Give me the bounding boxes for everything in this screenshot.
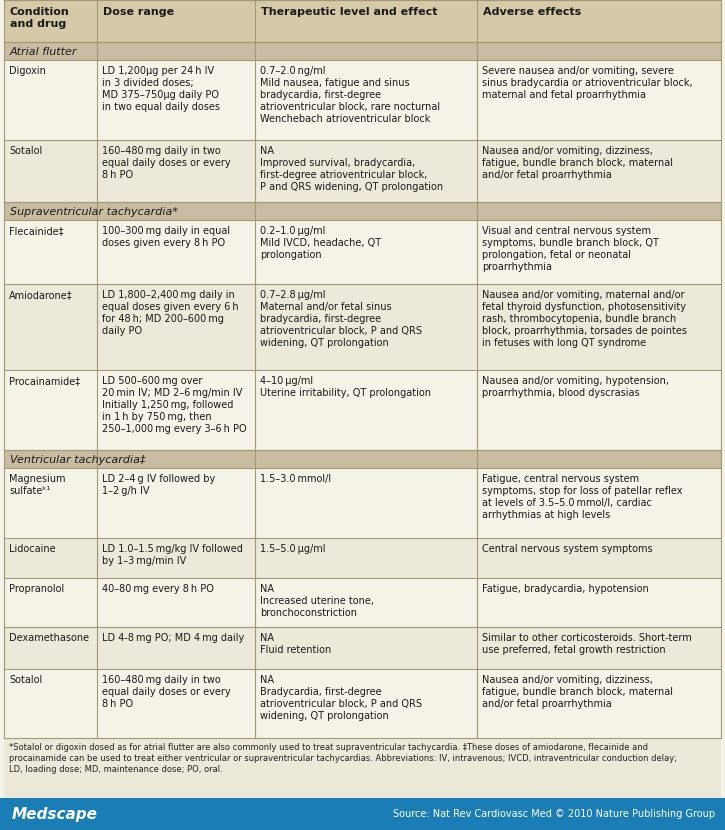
Text: Therapeutic level and effect: Therapeutic level and effect xyxy=(261,7,437,17)
Text: Digoxin: Digoxin xyxy=(9,66,46,76)
Text: LD 1,800–2,400 mg daily in
equal doses given every 6 h
for 48 h; MD 200–600 mg
d: LD 1,800–2,400 mg daily in equal doses g… xyxy=(102,290,239,336)
Text: Adverse effects: Adverse effects xyxy=(484,7,581,17)
Text: Fatigue, central nervous system
symptoms, stop for loss of patellar reflex
at le: Fatigue, central nervous system symptoms… xyxy=(482,474,683,520)
Text: LD 1.0–1.5 mg/kg IV followed
by 1–3 mg/min IV: LD 1.0–1.5 mg/kg IV followed by 1–3 mg/m… xyxy=(102,544,243,565)
Text: LD 4-8 mg PO; MD 4 mg daily: LD 4-8 mg PO; MD 4 mg daily xyxy=(102,632,244,643)
Text: 1.5–3.0 mmol/l: 1.5–3.0 mmol/l xyxy=(260,474,331,485)
Text: Central nervous system symptoms: Central nervous system symptoms xyxy=(482,544,652,554)
Text: 160–480 mg daily in two
equal daily doses or every
8 h PO: 160–480 mg daily in two equal daily dose… xyxy=(102,146,231,180)
Bar xyxy=(4,738,721,798)
Text: Severe nausea and/or vomiting, severe
sinus bradycardia or atrioventricular bloc: Severe nausea and/or vomiting, severe si… xyxy=(482,66,693,100)
Text: NA
Bradycardia, first-degree
atrioventricular block, P and QRS
widening, QT prol: NA Bradycardia, first-degree atrioventri… xyxy=(260,675,422,720)
Text: NA
Improved survival, bradycardia,
first-degree atrioventricular block,
P and QR: NA Improved survival, bradycardia, first… xyxy=(260,146,443,193)
Text: 4–10 μg/ml
Uterine irritability, QT prolongation: 4–10 μg/ml Uterine irritability, QT prol… xyxy=(260,376,431,398)
Text: Nausea and/or vomiting, dizziness,
fatigue, bundle branch block, maternal
and/or: Nausea and/or vomiting, dizziness, fatig… xyxy=(482,675,674,709)
Text: LD 2–4 g IV followed by
1–2 g/h IV: LD 2–4 g IV followed by 1–2 g/h IV xyxy=(102,474,215,496)
Text: Nausea and/or vomiting, hypotension,
proarrhythmia, blood dyscrasias: Nausea and/or vomiting, hypotension, pro… xyxy=(482,376,669,398)
Text: 160–480 mg daily in two
equal daily doses or every
8 h PO: 160–480 mg daily in two equal daily dose… xyxy=(102,675,231,709)
Text: Lidocaine: Lidocaine xyxy=(9,544,56,554)
Text: Propranolol: Propranolol xyxy=(9,583,65,593)
Text: Source: Nat Rev Cardiovasc Med © 2010 Nature Publishing Group: Source: Nat Rev Cardiovasc Med © 2010 Na… xyxy=(393,809,715,819)
Bar xyxy=(4,370,721,450)
Text: Magnesium
sulfateᵏ¹: Magnesium sulfateᵏ¹ xyxy=(9,474,65,496)
Bar xyxy=(4,221,721,284)
Text: 0.7–2.0 ng/ml
Mild nausea, fatigue and sinus
bradycardia, first-degree
atriovent: 0.7–2.0 ng/ml Mild nausea, fatigue and s… xyxy=(260,66,440,124)
Text: Visual and central nervous system
symptoms, bundle branch block, QT
prolongation: Visual and central nervous system sympto… xyxy=(482,227,659,272)
Text: Amiodarone‡: Amiodarone‡ xyxy=(9,290,72,300)
Text: Dose range: Dose range xyxy=(103,7,174,17)
Bar xyxy=(4,203,721,221)
Text: Sotalol: Sotalol xyxy=(9,146,42,156)
Text: Fatigue, bradycardia, hypotension: Fatigue, bradycardia, hypotension xyxy=(482,583,649,593)
Bar xyxy=(4,468,721,538)
Bar xyxy=(4,140,721,203)
Text: Supraventricular tachycardia*: Supraventricular tachycardia* xyxy=(10,208,178,217)
Bar xyxy=(4,578,721,627)
Text: Flecainide‡: Flecainide‡ xyxy=(9,227,64,237)
Text: *Sotalol or digoxin dosed as for atrial flutter are also commonly used to treat : *Sotalol or digoxin dosed as for atrial … xyxy=(9,743,677,774)
Text: 1.5–5.0 μg/ml: 1.5–5.0 μg/ml xyxy=(260,544,326,554)
Bar xyxy=(4,0,721,42)
Text: Atrial flutter: Atrial flutter xyxy=(10,47,78,57)
Text: 0.2–1.0 μg/ml
Mild IVCD, headache, QT
prolongation: 0.2–1.0 μg/ml Mild IVCD, headache, QT pr… xyxy=(260,227,381,261)
Text: Ventricular tachycardia‡: Ventricular tachycardia‡ xyxy=(10,455,146,465)
Bar xyxy=(4,284,721,370)
Text: NA
Fluid retention: NA Fluid retention xyxy=(260,632,331,655)
Bar xyxy=(4,627,721,669)
Text: Procainamide‡: Procainamide‡ xyxy=(9,376,80,386)
Bar xyxy=(4,450,721,468)
Bar xyxy=(4,42,721,60)
Text: Dexamethasone: Dexamethasone xyxy=(9,632,89,643)
Text: Sotalol: Sotalol xyxy=(9,675,42,685)
Text: Similar to other corticosteroids. Short-term
use preferred, fetal growth restric: Similar to other corticosteroids. Short-… xyxy=(482,632,692,655)
Text: NA
Increased uterine tone,
bronchoconstriction: NA Increased uterine tone, bronchoconstr… xyxy=(260,583,374,618)
Text: Nausea and/or vomiting, dizziness,
fatigue, bundle branch block, maternal
and/or: Nausea and/or vomiting, dizziness, fatig… xyxy=(482,146,674,180)
Text: LD 500–600 mg over
20 min IV; MD 2–6 mg/min IV
Initially 1,250 mg, followed
in 1: LD 500–600 mg over 20 min IV; MD 2–6 mg/… xyxy=(102,376,247,434)
Text: 0.7–2.8 μg/ml
Maternal and/or fetal sinus
bradycardia, first-degree
atrioventric: 0.7–2.8 μg/ml Maternal and/or fetal sinu… xyxy=(260,290,422,349)
Text: Medscape: Medscape xyxy=(12,807,98,822)
Text: 100–300 mg daily in equal
doses given every 8 h PO: 100–300 mg daily in equal doses given ev… xyxy=(102,227,231,248)
Text: Condition
and drug: Condition and drug xyxy=(10,7,70,29)
Text: 40–80 mg every 8 h PO: 40–80 mg every 8 h PO xyxy=(102,583,214,593)
Bar xyxy=(4,669,721,738)
Text: LD 1,200μg per 24 h IV
in 3 divided doses;
MD 375–750μg daily PO
in two equal da: LD 1,200μg per 24 h IV in 3 divided dose… xyxy=(102,66,220,112)
Text: Nausea and/or vomiting, maternal and/or
fetal thyroid dysfunction, photosensitiv: Nausea and/or vomiting, maternal and/or … xyxy=(482,290,687,349)
Bar xyxy=(0,798,725,830)
Bar xyxy=(4,538,721,578)
Bar xyxy=(4,60,721,140)
